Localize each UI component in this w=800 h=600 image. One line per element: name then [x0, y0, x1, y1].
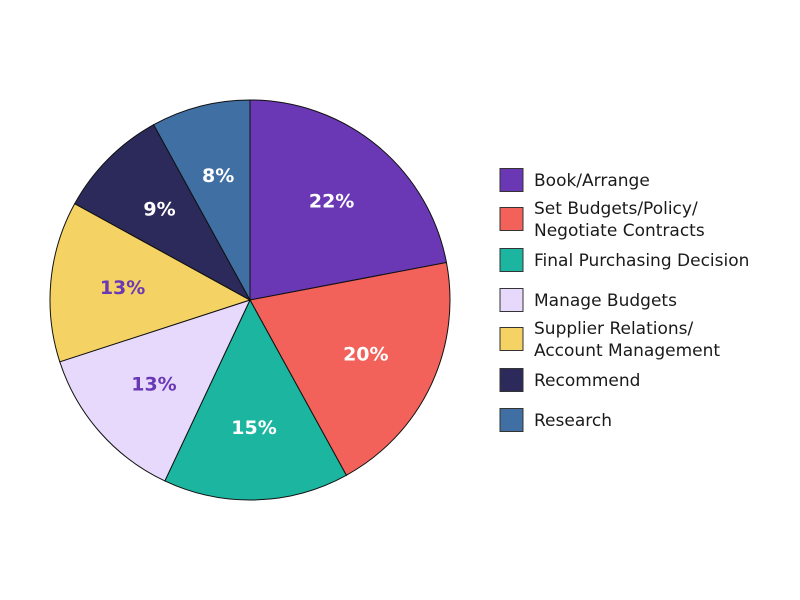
slice-value-label: 9% [143, 198, 175, 220]
slice-value-label: 13% [100, 277, 145, 299]
legend-item: Supplier Relations/Account Management [499, 319, 720, 361]
legend-swatch [499, 248, 524, 272]
legend-item: Final Purchasing Decision [499, 248, 749, 272]
legend-label: Recommend [534, 371, 640, 391]
legend-label: Set Budgets/Policy/ [534, 199, 698, 219]
legend-swatch [499, 207, 524, 231]
legend-item: Manage Budgets [499, 288, 677, 312]
legend-item: Recommend [499, 368, 640, 392]
legend-label: Book/Arrange [534, 171, 650, 191]
legend-item: Research [499, 408, 612, 432]
pie-slice [249, 261, 451, 476]
legend-swatch [499, 288, 524, 312]
legend-item: Set Budgets/Policy/Negotiate Contracts [499, 199, 705, 241]
legend-label: Account Management [534, 341, 720, 361]
pie-slice [249, 99, 448, 301]
legend-swatch [499, 408, 524, 432]
pie-slices [49, 99, 451, 501]
slice-value-label: 15% [231, 417, 276, 439]
legend-item: Book/Arrange [499, 168, 650, 192]
legend-swatch [499, 168, 524, 192]
legend-label: Manage Budgets [534, 291, 677, 311]
slice-value-label: 20% [343, 343, 388, 365]
legend-label: Negotiate Contracts [534, 221, 705, 241]
pie-slice [74, 124, 252, 302]
legend-swatch [499, 327, 524, 351]
legend: Book/Arrange Set Budgets/Policy/Negotiate… [499, 168, 749, 432]
slice-value-label: 22% [309, 190, 354, 212]
pie-slice [164, 298, 348, 501]
pie-slice [49, 202, 252, 363]
pie-slice [152, 99, 251, 301]
legend-label: Research [534, 411, 612, 431]
slice-value-label: 13% [131, 374, 176, 396]
legend-swatch [499, 368, 524, 392]
pie-slice [59, 299, 251, 482]
legend-label: Supplier Relations/ [534, 319, 694, 339]
slice-value-label: 8% [202, 165, 234, 187]
slice-labels: 22% 20% 15% 13% 13% 9% 8% [100, 165, 389, 439]
legend-label: Final Purchasing Decision [534, 251, 749, 271]
